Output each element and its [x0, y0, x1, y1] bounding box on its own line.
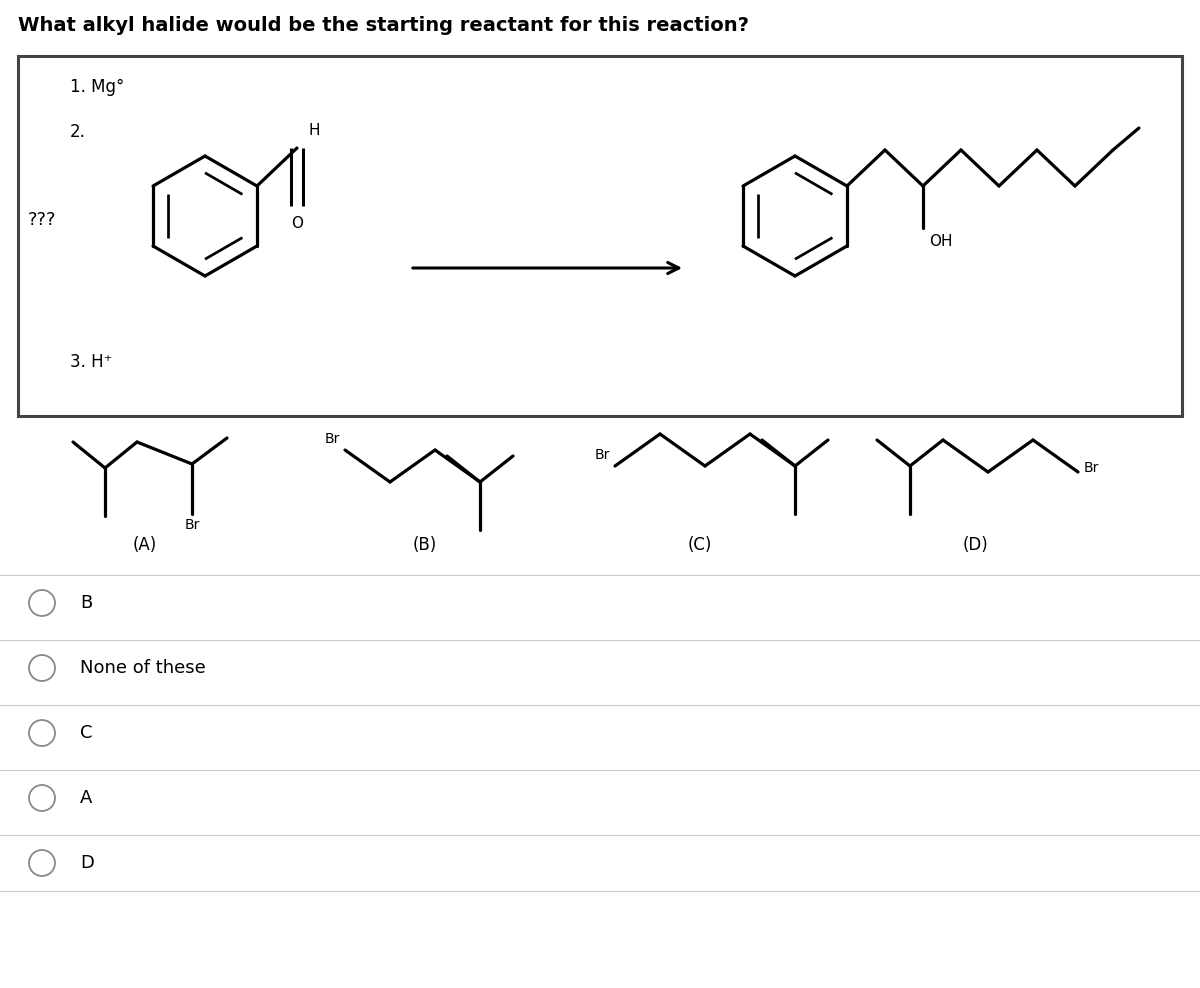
Text: A: A	[80, 789, 92, 807]
Text: 1. Mg°: 1. Mg°	[70, 78, 125, 96]
Circle shape	[29, 785, 55, 811]
Text: (D): (D)	[962, 536, 988, 554]
Text: Br: Br	[595, 448, 610, 462]
Text: 3. H⁺: 3. H⁺	[70, 353, 113, 371]
Circle shape	[29, 655, 55, 681]
Text: C: C	[80, 724, 92, 742]
Text: D: D	[80, 854, 94, 872]
Text: B: B	[80, 594, 92, 612]
Text: Br: Br	[1084, 461, 1099, 475]
Text: What alkyl halide would be the starting reactant for this reaction?: What alkyl halide would be the starting …	[18, 16, 749, 35]
Text: 2.: 2.	[70, 123, 86, 141]
Text: (A): (A)	[133, 536, 157, 554]
Text: (B): (B)	[413, 536, 437, 554]
Text: OH: OH	[929, 234, 953, 249]
Text: O: O	[290, 216, 302, 231]
Text: Br: Br	[185, 518, 199, 532]
Text: Br: Br	[325, 432, 340, 446]
Circle shape	[29, 720, 55, 746]
Text: None of these: None of these	[80, 659, 205, 677]
Circle shape	[29, 850, 55, 876]
FancyBboxPatch shape	[18, 56, 1182, 416]
Circle shape	[29, 590, 55, 616]
Text: (C): (C)	[688, 536, 712, 554]
Text: H: H	[308, 123, 320, 138]
Text: ???: ???	[28, 211, 56, 229]
